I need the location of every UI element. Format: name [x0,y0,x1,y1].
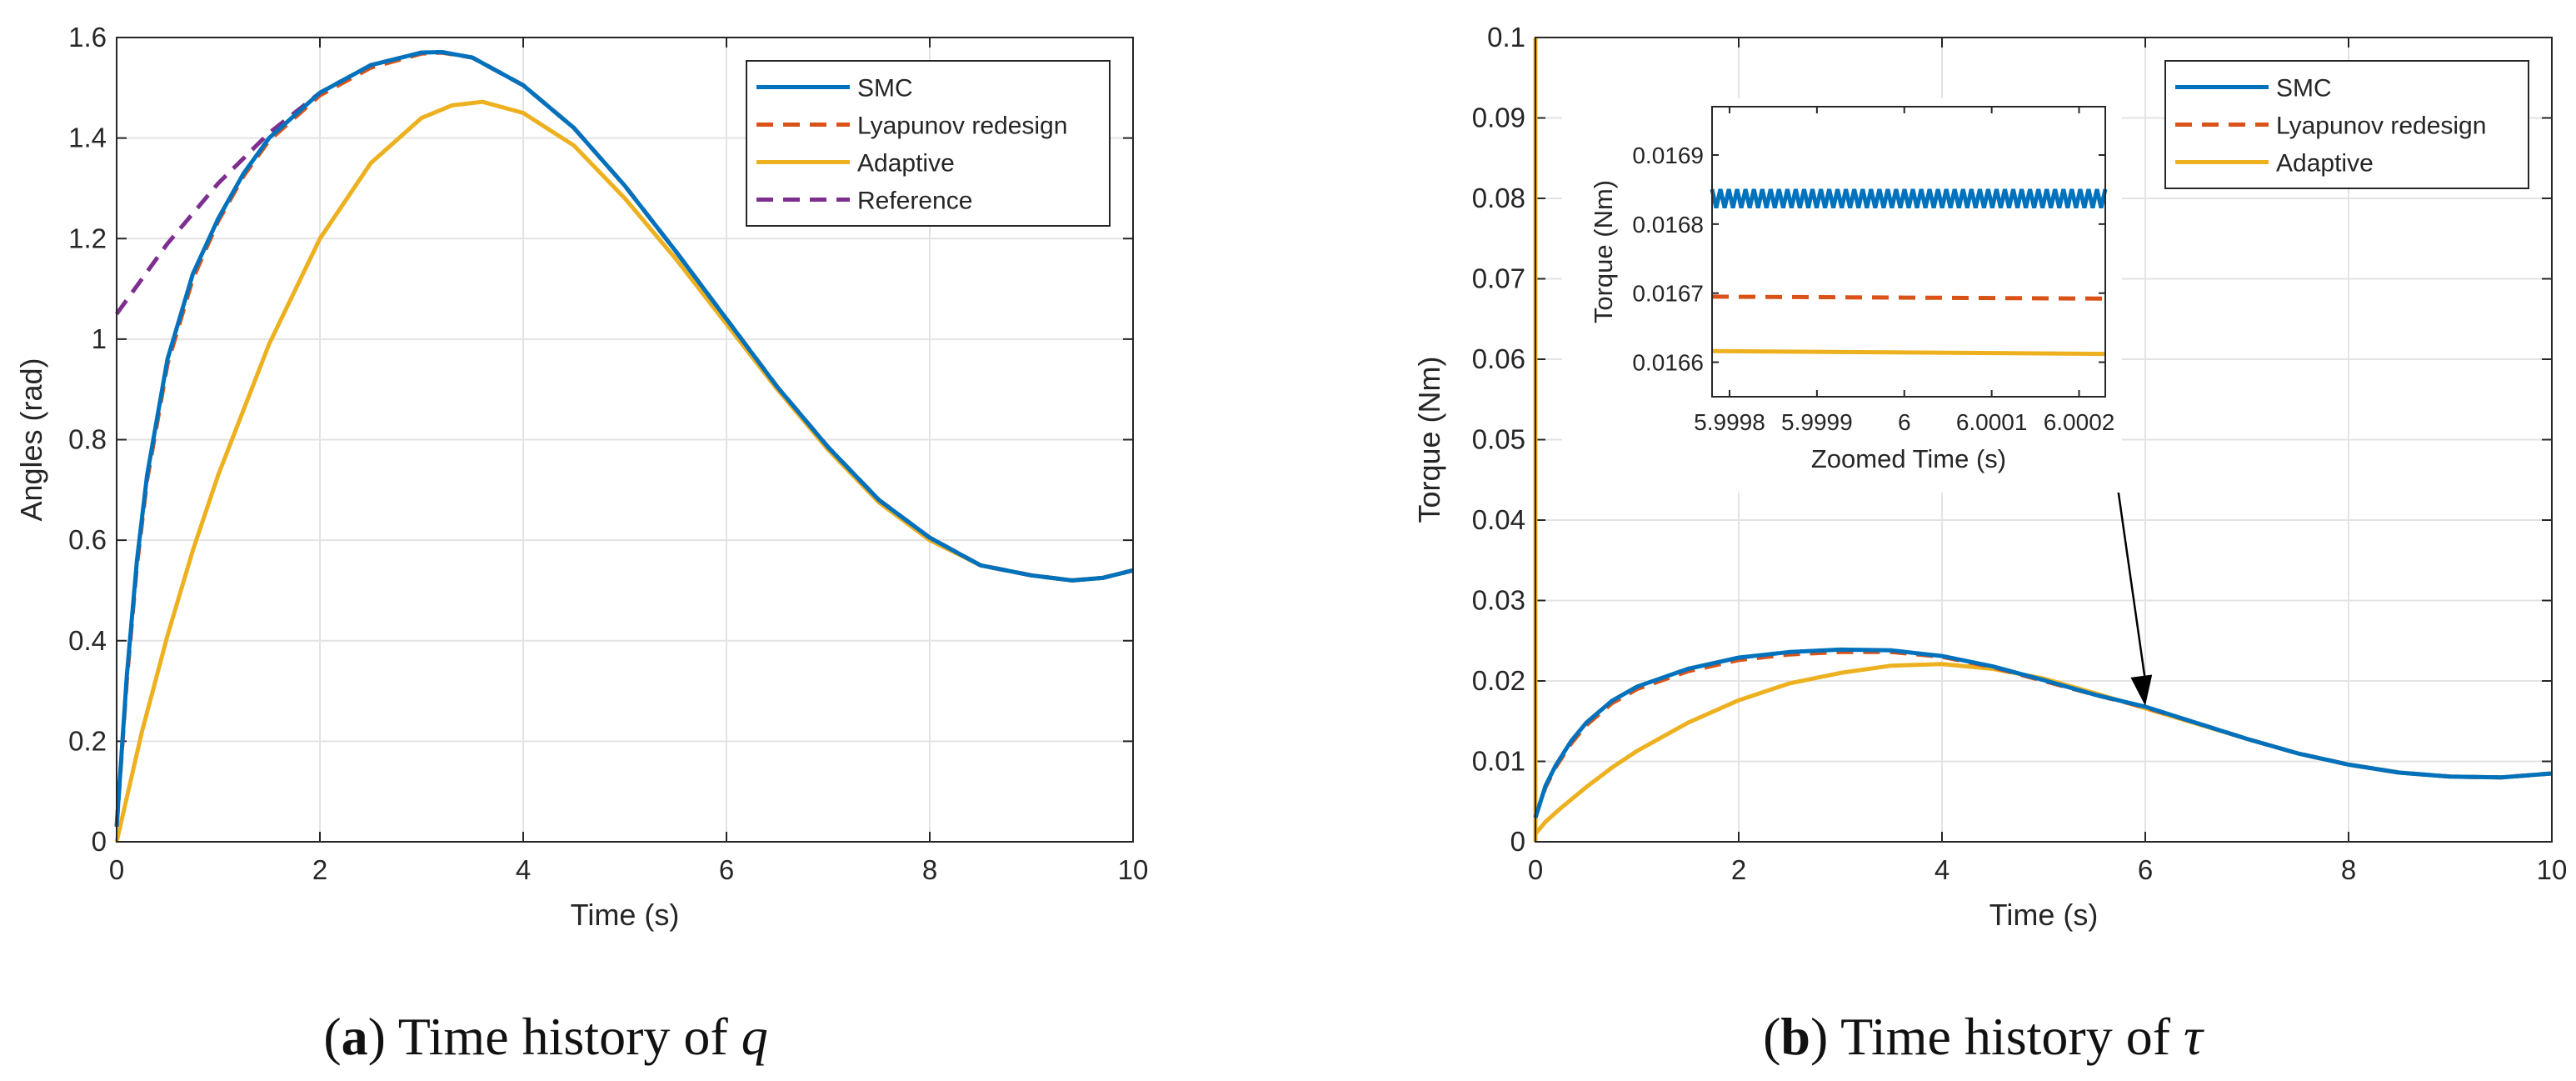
caption-a: (a) Time history of q [323,1007,767,1066]
panel-a-legend-label-lyapunov-redesign: Lyapunov redesign [857,113,1067,140]
panel-b-legend-box [2164,60,2529,189]
panel-a-series-smc [114,50,1134,828]
panel-b-inset-xtick-label-0: 5.9998 [1694,409,1765,435]
panel-b-inset-ytick-label-3: 0.0169 [1632,143,1704,168]
panel-b-ytick-label-0: 0 [1510,826,1525,857]
panel-b-inset-xtick-label-3: 6.0001 [1956,409,2028,435]
panel-b-ytick-label-9: 0.09 [1472,103,1525,133]
panel-a-ytick-label-2: 0.4 [68,625,107,656]
panel-a-xtick-label-1: 2 [312,854,327,885]
caption-a-symbol: q [741,1007,768,1066]
panel-b-inset-x-axis-label: Zoomed Time (s) [1811,444,2006,473]
panel-a-angles-chart: 0 2 4 6 8 10 0 0.2 0.4 0.6 0.8 1 1.2 1.4 1.6 Time (s) An… [14,22,1148,932]
panel-b-x-axis-label: Time (s) [1989,898,2099,932]
caption-b-label: b [1780,1007,1810,1066]
panel-b-inset-plot-area [1712,107,2105,397]
panel-a-xtick-label-5: 10 [1118,854,1149,885]
panel-a-y-axis-label: Angles (rad) [14,358,48,521]
caption-b: (b) Time history of τ [1763,1007,2204,1066]
panel-b-series-smc [1533,647,2553,818]
panel-a-xtick-label-0: 0 [109,854,124,885]
panel-a-ytick-label-1: 0.2 [68,725,107,756]
panel-b-axes-frame [1535,37,2553,843]
panel-b-ytick-label-5: 0.05 [1472,424,1525,455]
panel-b-legend-label-lyapunov-redesign: Lyapunov redesign [2276,113,2486,140]
panel-b-y-axis-label: Torque (Nm) [1412,356,1446,523]
panel-a-legend: SMC Lyapunov redesign Adaptive Reference [746,60,1111,227]
panel-a-legend-label-reference: Reference [857,188,972,215]
panel-b-ytick-label-3: 0.03 [1472,585,1525,616]
panel-b-xtick-label-0: 0 [1528,854,1543,885]
caption-b-text: Time history of [1828,1007,2184,1066]
panel-b-inset-series-lyapunov-redesign [1711,294,2106,301]
panel-b-xtick-label-4: 8 [2341,854,2356,885]
panel-a-xtick-label-4: 8 [922,854,937,885]
panel-b-inset-ytick-label-2: 0.0168 [1632,212,1704,238]
panel-b-ytick-label-10: 0.1 [1487,22,1525,53]
panel-b-ytick-label-6: 0.06 [1472,343,1525,374]
panel-b-ytick-label-2: 0.02 [1472,665,1525,696]
panel-a-legend-label-adaptive: Adaptive [857,150,955,178]
panel-a-ytick-label-8: 1.6 [68,22,107,53]
panel-b-inset-xtick-label-1: 5.9999 [1781,409,1853,435]
panel-b-ytick-label-8: 0.08 [1472,183,1525,213]
panel-b-legend-label-adaptive: Adaptive [2276,150,2374,178]
panel-b-inset-xtick-label-2: 6 [1898,409,1911,435]
panel-b-legend: SMC Lyapunov redesign Adaptive [2164,60,2529,189]
panel-a-ytick-label-5: 1 [92,323,107,354]
panel-b-xtick-label-2: 4 [1934,854,1949,885]
panel-a-axes-frame [116,37,1134,843]
caption-a-text: Time history of [386,1007,741,1066]
caption-b-symbol: τ [2184,1007,2204,1066]
panel-b-annotation-arrow-head [2130,674,2153,706]
panel-b-legend-label-smc: SMC [2276,75,2332,103]
panel-a-ytick-label-6: 1.2 [68,223,107,253]
panel-b-xtick-label-5: 10 [2537,854,2568,885]
caption-a-label: a [342,1007,368,1066]
panel-b-xtick-label-3: 6 [2138,854,2153,885]
panel-b-inset-y-axis-label: Torque (Nm) [1589,180,1618,323]
panel-b-torque-chart: 0 2 4 6 8 10 0 0.01 0.02 0.03 0.04 0.05 0.06 0.07 0.08… [1412,22,2567,932]
panel-a-xtick-label-2: 4 [516,854,531,885]
panel-b-inset-axes-frame [1711,106,2106,398]
panel-a-ytick-label-4: 0.8 [68,424,107,455]
panel-a-ytick-label-3: 0.6 [68,524,107,555]
panel-b-ytick-label-1: 0.01 [1472,746,1525,777]
panel-a-x-axis-label: Time (s) [571,898,680,932]
panel-a-legend-label-smc: SMC [857,75,913,103]
panel-b-xtick-label-1: 2 [1731,854,1746,885]
panel-a-ytick-label-0: 0 [92,826,107,857]
panel-b-inset-ytick-label-1: 0.0167 [1632,281,1704,307]
panel-b-ytick-label-7: 0.07 [1472,263,1525,294]
panel-b-inset-xtick-label-4: 6.0002 [2044,409,2115,435]
panel-b-inset-series-smc [1710,188,2108,208]
panel-b-inset-series-adaptive [1711,348,2106,357]
panel-b-ytick-label-4: 0.04 [1472,504,1525,535]
panel-b-inset: 5.9998 5.9999 6 6.0001 6.0002 0.0166 0.0167 0.0… [1562,98,2122,493]
panel-a-xtick-label-3: 6 [719,854,734,885]
panel-a-ytick-label-7: 1.4 [68,123,107,153]
panel-b-inset-ytick-label-0: 0.0166 [1632,350,1704,376]
